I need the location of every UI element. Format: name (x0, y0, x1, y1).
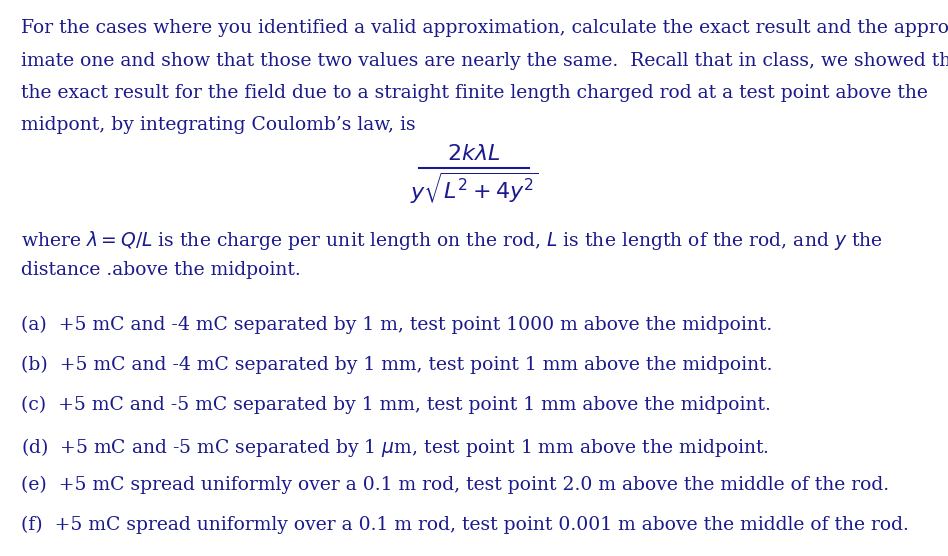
Text: the exact result for the field due to a straight finite length charged rod at a : the exact result for the field due to a … (21, 84, 928, 102)
Text: distance .above the midpoint.: distance .above the midpoint. (21, 261, 301, 279)
Text: (b)  +5 mC and -4 mC separated by 1 mm, test point 1 mm above the midpoint.: (b) +5 mC and -4 mC separated by 1 mm, t… (21, 356, 773, 374)
Text: imate one and show that those two values are nearly the same.  Recall that in cl: imate one and show that those two values… (21, 52, 948, 70)
Text: (d)  +5 mC and -5 mC separated by 1 $\mu$m, test point 1 mm above the midpoint.: (d) +5 mC and -5 mC separated by 1 $\mu$… (21, 436, 769, 459)
Text: (f)  +5 mC spread uniformly over a 0.1 m rod, test point 0.001 m above the middl: (f) +5 mC spread uniformly over a 0.1 m … (21, 516, 909, 534)
Text: (a)  +5 mC and -4 mC separated by 1 m, test point 1000 m above the midpoint.: (a) +5 mC and -4 mC separated by 1 m, te… (21, 316, 772, 334)
Text: For the cases where you identified a valid approximation, calculate the exact re: For the cases where you identified a val… (21, 19, 948, 37)
Text: $y\sqrt{L^2 + 4y^2}$: $y\sqrt{L^2 + 4y^2}$ (410, 171, 538, 206)
Text: midpont, by integrating Coulomb’s law, is: midpont, by integrating Coulomb’s law, i… (21, 116, 415, 134)
Text: where $\lambda = Q/L$ is the charge per unit length on the rod, $L$ is the lengt: where $\lambda = Q/L$ is the charge per … (21, 229, 883, 252)
Text: $2k\lambda L$: $2k\lambda L$ (447, 143, 501, 165)
Text: (c)  +5 mC and -5 mC separated by 1 mm, test point 1 mm above the midpoint.: (c) +5 mC and -5 mC separated by 1 mm, t… (21, 396, 771, 414)
Text: (e)  +5 mC spread uniformly over a 0.1 m rod, test point 2.0 m above the middle : (e) +5 mC spread uniformly over a 0.1 m … (21, 476, 889, 494)
